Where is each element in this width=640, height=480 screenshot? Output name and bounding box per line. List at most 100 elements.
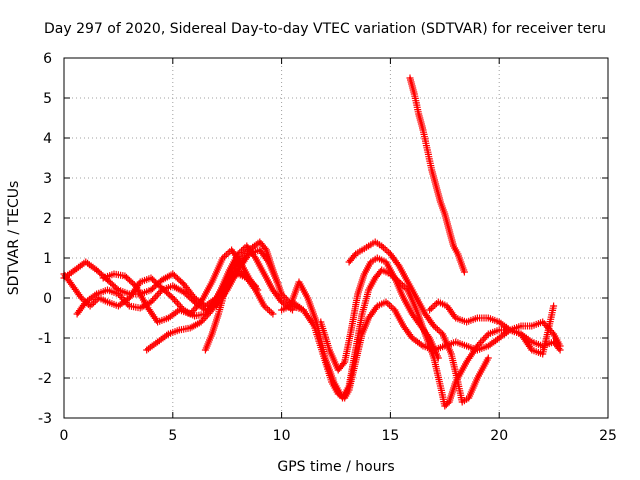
data-point — [415, 308, 418, 312]
data-point — [408, 76, 412, 80]
data-point — [75, 312, 79, 316]
data-point — [447, 400, 451, 404]
data-point — [167, 316, 170, 320]
data-point — [84, 300, 87, 304]
x-tick-label: 0 — [60, 428, 69, 444]
data-series — [60, 74, 564, 410]
data-point — [421, 128, 425, 132]
data-point — [182, 282, 185, 286]
data-point — [336, 368, 340, 372]
y-tick-label: 0 — [43, 291, 52, 307]
series-arc-6 — [201, 270, 277, 354]
data-point — [280, 292, 283, 296]
series-markers — [426, 298, 558, 358]
data-point — [463, 270, 466, 274]
x-tick-label: 5 — [168, 428, 177, 444]
data-point — [223, 288, 227, 292]
data-point — [313, 324, 316, 328]
data-point — [149, 276, 153, 280]
data-point — [138, 306, 142, 310]
data-point — [228, 268, 231, 272]
data-point — [134, 284, 138, 288]
data-point — [254, 256, 257, 260]
y-axis-label: SDTVAR / TECUs — [6, 181, 22, 296]
data-point — [73, 268, 77, 272]
data-point — [424, 312, 427, 316]
data-point — [402, 296, 405, 300]
data-point — [245, 244, 248, 248]
data-point — [156, 340, 159, 344]
data-point — [276, 280, 279, 284]
data-point — [297, 280, 301, 284]
data-point — [160, 278, 164, 282]
data-point — [343, 396, 346, 400]
series-arc-9 — [317, 254, 442, 374]
data-point — [548, 324, 551, 328]
data-point — [432, 356, 436, 360]
data-point — [347, 388, 351, 392]
data-point — [487, 332, 490, 336]
data-point — [541, 352, 544, 356]
data-point — [487, 344, 490, 348]
data-point — [360, 248, 364, 252]
data-point — [410, 312, 414, 316]
data-point — [138, 280, 142, 284]
data-point — [476, 316, 479, 320]
data-point — [178, 328, 181, 332]
data-point — [380, 268, 383, 272]
data-point — [210, 308, 214, 312]
data-point — [465, 360, 468, 364]
data-point — [552, 340, 555, 344]
data-point — [413, 92, 416, 96]
data-point — [343, 360, 346, 364]
data-point — [461, 264, 464, 268]
x-tick-label: 15 — [381, 428, 399, 444]
data-point — [397, 264, 401, 268]
data-point — [421, 344, 425, 348]
data-point — [369, 260, 373, 264]
x-tick-label: 25 — [599, 428, 617, 444]
data-point — [350, 328, 353, 332]
data-point — [498, 328, 501, 332]
data-point — [347, 260, 351, 264]
data-point — [117, 304, 120, 308]
x-axis-label: GPS time / hours — [277, 459, 394, 475]
data-point — [84, 260, 87, 264]
data-point — [373, 240, 377, 244]
data-point — [406, 280, 410, 284]
data-point — [171, 296, 174, 300]
x-tick-labels: 0 5 10 15 20 25 — [60, 428, 617, 444]
data-point — [217, 312, 220, 316]
data-point — [123, 274, 127, 278]
y-tick-labels: -3 -2 -1 0 1 2 3 4 5 6 — [38, 51, 52, 427]
data-point — [393, 276, 396, 280]
data-point — [367, 244, 370, 248]
data-point — [360, 332, 364, 336]
y-tick-label: -2 — [38, 371, 52, 387]
data-point — [156, 320, 159, 324]
y-tick-label: -1 — [38, 331, 52, 347]
data-point — [354, 360, 357, 364]
data-point — [221, 256, 225, 260]
data-point — [530, 324, 534, 328]
data-point — [80, 296, 83, 300]
data-point — [199, 300, 203, 304]
y-tick-label: 3 — [43, 171, 52, 187]
data-point — [430, 168, 433, 172]
data-point — [262, 272, 266, 276]
data-point — [363, 272, 366, 276]
data-point — [487, 356, 490, 360]
data-point — [445, 304, 449, 308]
data-point — [193, 300, 196, 304]
data-point — [373, 276, 377, 280]
data-point — [171, 284, 174, 288]
data-point — [467, 396, 470, 400]
data-point — [552, 304, 555, 308]
data-point — [447, 228, 451, 232]
data-point — [360, 312, 364, 316]
data-point — [160, 288, 164, 292]
series-arc-10 — [345, 238, 492, 406]
data-point — [210, 280, 214, 284]
data-point — [280, 308, 283, 312]
